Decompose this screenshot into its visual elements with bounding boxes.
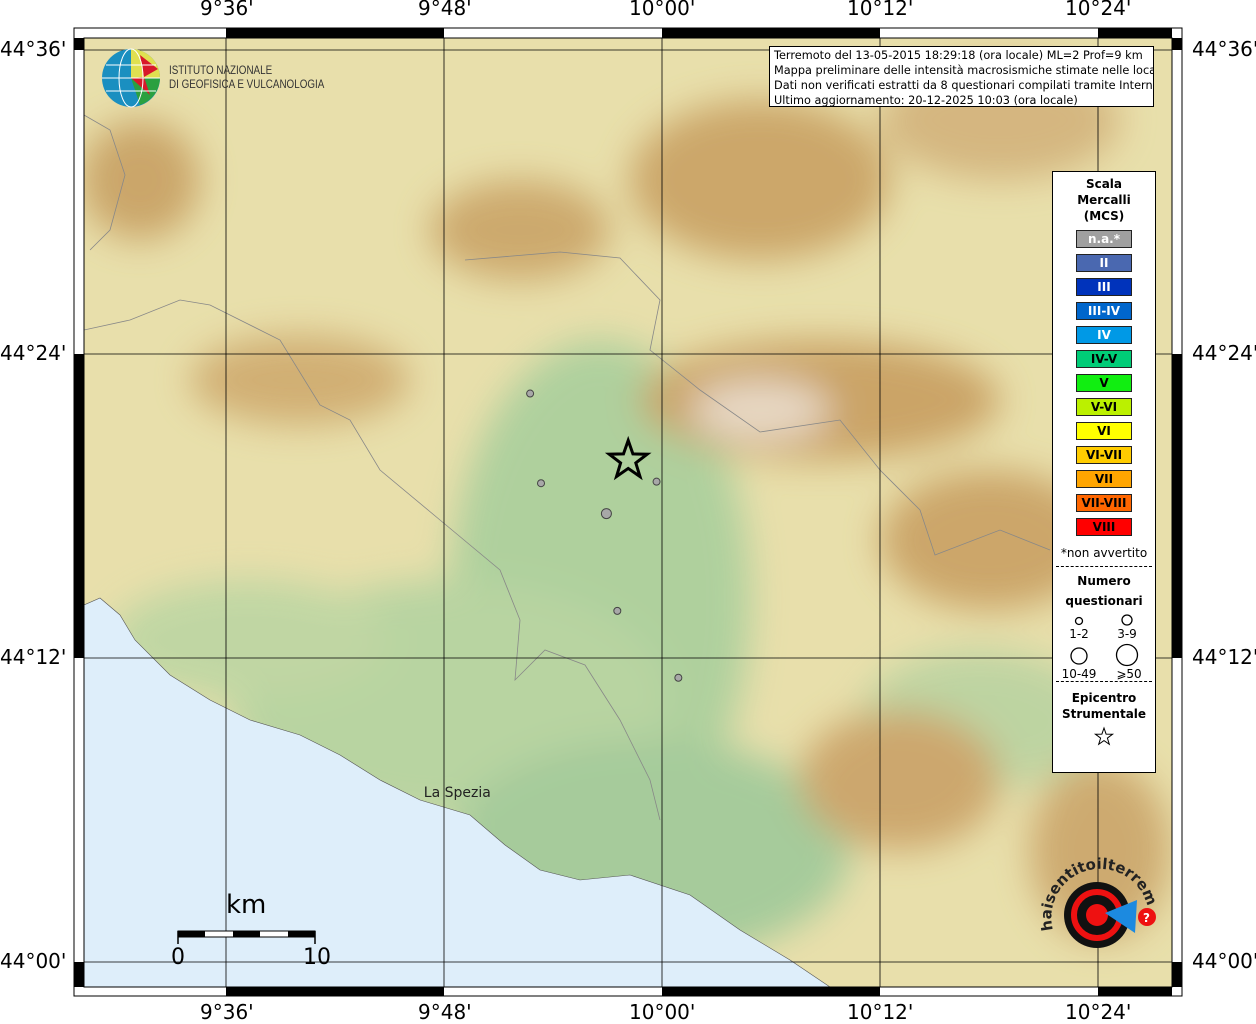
longitude-tick-top: 10°12' <box>847 0 914 20</box>
legend-swatch: III-IV <box>1076 302 1132 320</box>
longitude-tick-bottom: 9°36' <box>200 1000 254 1024</box>
latitude-tick-right: 44°00' <box>1192 949 1256 973</box>
longitude-tick-bottom: 10°24' <box>1065 1000 1132 1024</box>
legend-title-line: Scala <box>1085 177 1123 191</box>
legend-swatch: VII-VIII <box>1076 494 1132 512</box>
place-label-la-spezia: La Spezia <box>423 785 491 802</box>
ingv-name: ISTITUTO NAZIONALE DI GEOFISICA E VULCAN… <box>169 63 324 91</box>
count-symbol-1-2 <box>1074 616 1084 626</box>
event-info-box: Terremoto del 13-05-2015 18:29:18 (ora l… <box>769 46 1154 107</box>
legend-swatch: II <box>1076 254 1132 272</box>
ingv-name-line1: ISTITUTO NAZIONALE <box>169 63 273 77</box>
sea <box>84 597 831 987</box>
latitude-tick-left: 44°36' <box>0 37 67 61</box>
event-info-line: Dati non verificati estratti da 8 questi… <box>774 79 1154 92</box>
count-symbols <box>1070 614 1139 667</box>
latitude-tick-left: 44°00' <box>0 949 67 973</box>
latitude-tick-right: 44°24' <box>1192 341 1256 365</box>
scale-unit: km <box>226 890 267 920</box>
event-info-line: Terremoto del 13-05-2015 18:29:18 (ora l… <box>774 49 1143 62</box>
longitude-tick-top: 9°48' <box>418 0 472 20</box>
scale-end: 10 <box>303 945 331 970</box>
legend: Scala Mercalli (MCS) n.a.* II III III-IV IV I… <box>1052 171 1156 773</box>
event-info-line: Mappa preliminare delle intensità macros… <box>774 64 1154 77</box>
observation-point[interactable] <box>613 606 622 615</box>
legend-swatch: VI-VII <box>1076 446 1132 464</box>
epicenter-title: Epicentro Strumentale <box>1053 690 1155 722</box>
epicenter-title-line: Strumentale <box>1061 707 1147 721</box>
observation-point[interactable] <box>600 508 612 520</box>
legend-swatch: VIII <box>1076 518 1132 536</box>
count-symbol-10-49 <box>1070 647 1088 665</box>
legend-swatch: VI <box>1076 422 1132 440</box>
latitude-tick-left: 44°12' <box>0 645 67 669</box>
observation-point[interactable] <box>537 479 546 488</box>
ingv-name-line2: DI GEOFISICA E VULCANOLOGIA <box>169 77 325 91</box>
count-title: Numero questionari <box>1053 571 1155 611</box>
hsit-target-icon: haisentitoilterremoto.it ? <box>1030 841 1161 948</box>
svg-text:?: ? <box>1143 911 1150 925</box>
hsit-logo: haisentitoilterremoto.it ? <box>1030 841 1165 979</box>
legend-swatch: IV <box>1076 326 1132 344</box>
count-title-line: Numero <box>1077 574 1131 588</box>
legend-title: Scala Mercalli (MCS) <box>1053 176 1155 224</box>
graticule <box>84 38 1172 987</box>
count-label: ⩾50 <box>1116 667 1142 681</box>
legend-swatch: III <box>1076 278 1132 296</box>
longitude-tick-top: 10°24' <box>1065 0 1132 20</box>
legend-divider <box>1056 566 1152 567</box>
legend-footnote: *non avvertito <box>1060 546 1148 560</box>
legend-swatch: V-VI <box>1076 398 1132 416</box>
latitude-tick-right: 44°36' <box>1192 37 1256 61</box>
legend-swatch: V <box>1076 374 1132 392</box>
longitude-tick-bottom: 10°12' <box>847 1000 914 1024</box>
legend-swatch: IV-V <box>1076 350 1132 368</box>
epicenter-star-icon[interactable] <box>604 435 652 481</box>
latitude-tick-left: 44°24' <box>0 341 67 365</box>
legend-divider <box>1056 681 1152 682</box>
latitude-tick-right: 44°12' <box>1192 645 1256 669</box>
longitude-tick-top: 9°36' <box>200 0 254 20</box>
observation-point[interactable] <box>674 673 683 682</box>
longitude-tick-bottom: 10°00' <box>629 1000 696 1024</box>
epicenter-title-line: Epicentro <box>1071 691 1137 705</box>
legend-swatch: n.a.* <box>1076 230 1132 248</box>
count-label: 1-2 <box>1069 627 1089 641</box>
count-label: 3-9 <box>1117 627 1137 641</box>
event-info-line: Ultimo aggiornamento: 20-12-2025 10:03 (… <box>774 94 1078 107</box>
observation-point[interactable] <box>652 477 661 486</box>
count-label: 10-49 <box>1061 667 1097 681</box>
terrain <box>84 38 1172 987</box>
scale-start: 0 <box>171 945 185 970</box>
count-symbol-50-plus <box>1115 643 1139 667</box>
longitude-tick-top: 10°00' <box>629 0 696 20</box>
count-title-line: questionari <box>1065 594 1143 608</box>
legend-title-line: (MCS) <box>1083 209 1125 223</box>
count-symbol-3-9 <box>1121 614 1133 626</box>
legend-swatch: VII <box>1076 470 1132 488</box>
observation-point[interactable] <box>526 389 535 398</box>
ingv-globe-icon <box>102 48 160 108</box>
legend-title-line: Mercalli <box>1077 193 1131 207</box>
map-frame <box>73 27 1183 997</box>
longitude-tick-bottom: 9°48' <box>418 1000 472 1024</box>
ingv-logo <box>100 47 164 115</box>
star-icon <box>1093 726 1115 746</box>
